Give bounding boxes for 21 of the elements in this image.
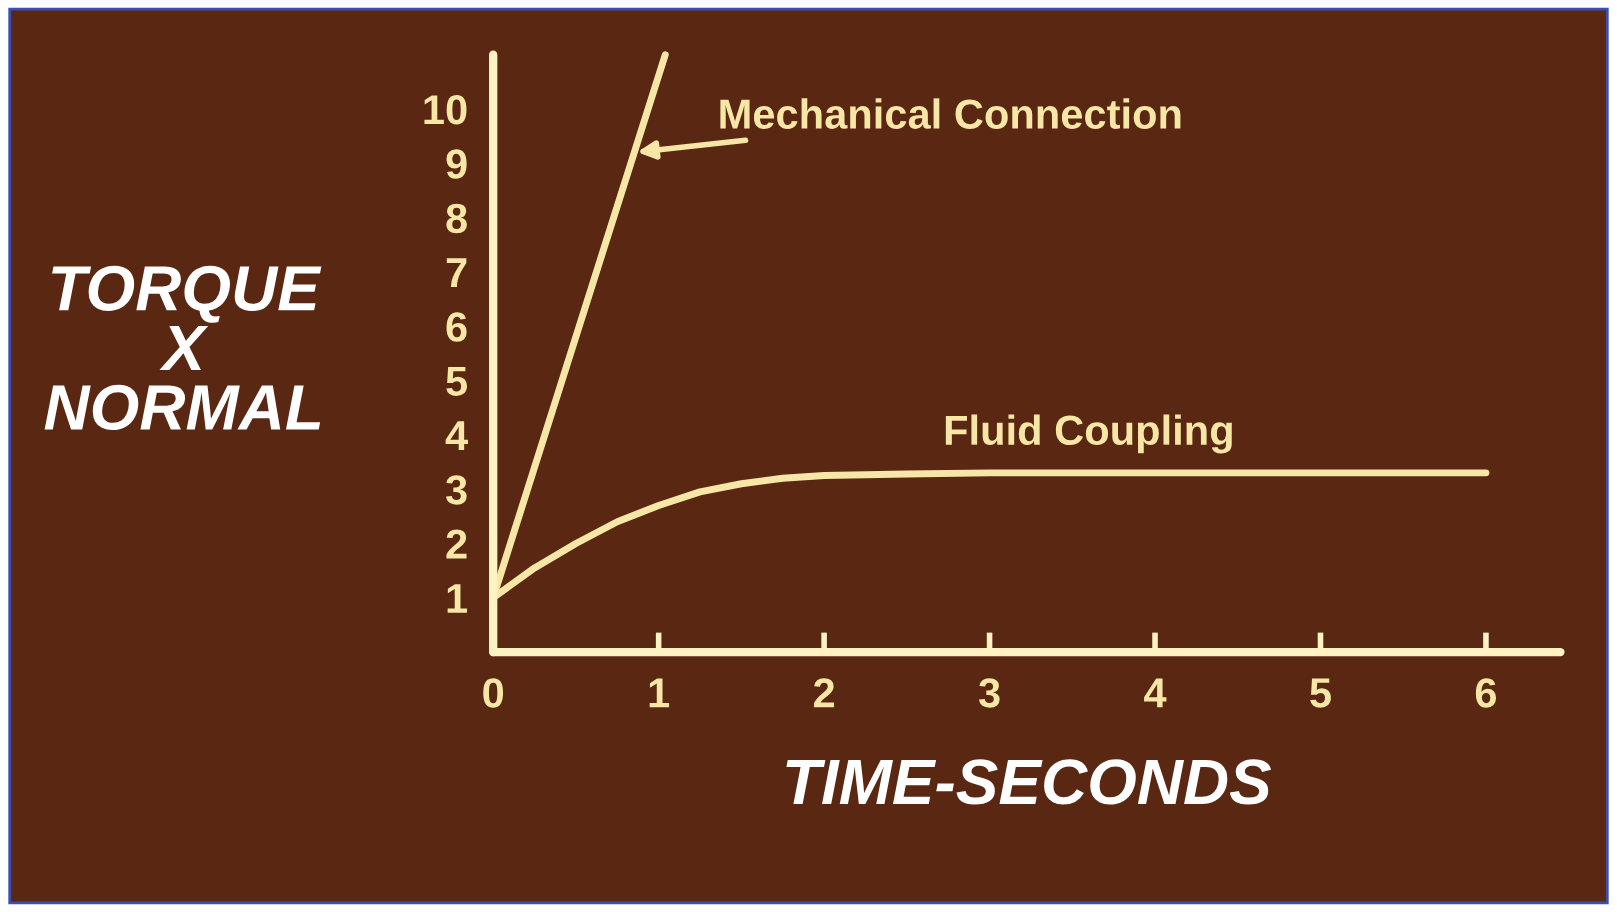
x-tick-label: 0 [483,678,504,708]
y-tick-label: 1 [447,584,468,613]
y-tick-label: 9 [446,149,467,179]
y-tick-label: 6 [446,312,467,342]
y-axis-title: TORQUE X NORMAL [44,265,322,431]
series-label: Fluid Coupling [945,414,1232,454]
x-tick-label: 2 [813,678,835,708]
y-tick-label: 2 [446,529,467,559]
y-tick-label: 10 [424,95,467,125]
series-label: Mechanical Connection [720,98,1181,129]
x-tick-label: 3 [978,678,1000,708]
y-tick-label: 3 [445,475,467,505]
x-tick-label: 6 [1475,678,1497,708]
y-tick-label: 4 [445,421,468,450]
x-tick-label: 5 [1310,678,1331,708]
y-tick-label: 8 [446,203,467,234]
x-tick-label: 1 [649,678,670,708]
x-tick-label: 4 [1144,678,1167,708]
y-tick-label: 7 [446,258,467,288]
y-tick-label: 5 [446,366,468,397]
x-axis-title: TIME-SECONDS [786,759,1272,805]
